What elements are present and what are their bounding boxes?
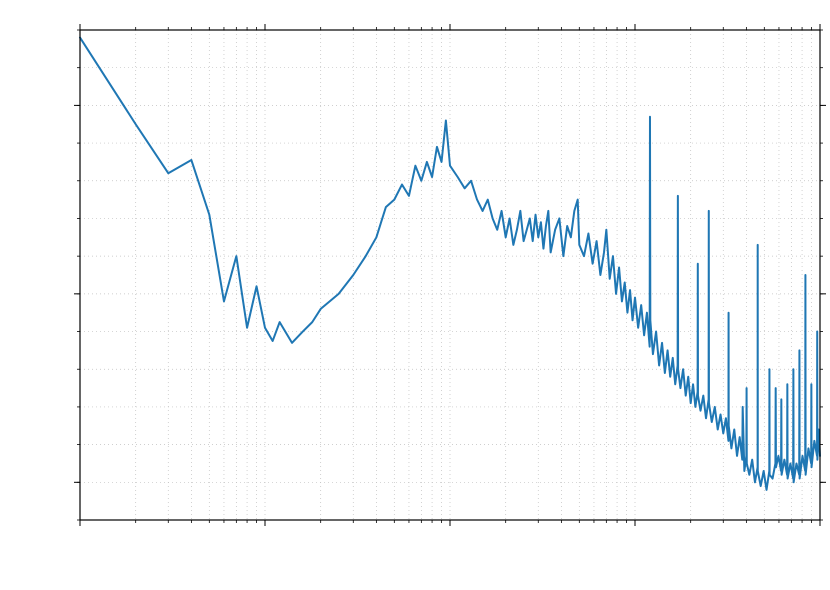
line-chart bbox=[0, 0, 830, 590]
chart-svg bbox=[0, 0, 830, 590]
